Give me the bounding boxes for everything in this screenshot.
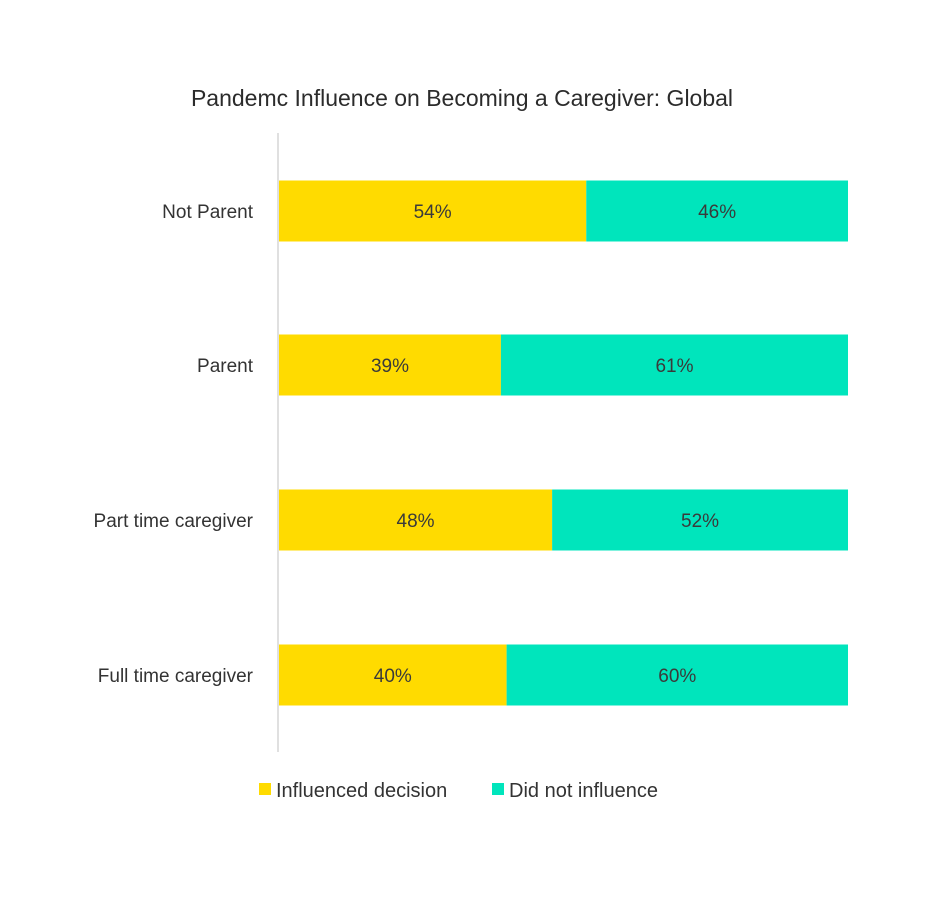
- bar-segment-not-influenced: [586, 180, 848, 242]
- data-label: 60%: [658, 666, 696, 687]
- legend-label: Influenced decision: [276, 780, 447, 802]
- category-label: Not Parent: [162, 202, 254, 223]
- category-label: Full time caregiver: [98, 666, 254, 687]
- data-label: 52%: [681, 511, 719, 532]
- bar-segment-not-influenced: [506, 644, 848, 706]
- bar-segment-influenced: [279, 334, 501, 396]
- data-label: 48%: [397, 511, 435, 532]
- bar-segment-influenced: [279, 489, 553, 551]
- data-label: 61%: [655, 356, 693, 377]
- bar-segment-not-influenced: [552, 489, 848, 551]
- category-label: Parent: [197, 356, 254, 377]
- legend-swatch-influenced: [259, 783, 271, 795]
- bars-group: Not Parent 54% 46% Parent 39% 61% Part time ca…: [94, 180, 848, 706]
- data-label: 46%: [698, 202, 736, 223]
- legend-label: Did not influence: [509, 780, 658, 802]
- data-label: 54%: [414, 202, 452, 223]
- bar-segment-not-influenced: [500, 334, 848, 396]
- legend: Influenced decision Did not influence: [259, 780, 658, 802]
- legend-swatch-not-influenced: [492, 783, 504, 795]
- chart-title: Pandemc Influence on Becoming a Caregive…: [191, 85, 733, 111]
- bar-segment-influenced: [279, 180, 587, 242]
- bar-segment-influenced: [279, 644, 507, 706]
- data-label: 39%: [371, 356, 409, 377]
- category-label: Part time caregiver: [94, 511, 254, 532]
- data-label: 40%: [374, 666, 412, 687]
